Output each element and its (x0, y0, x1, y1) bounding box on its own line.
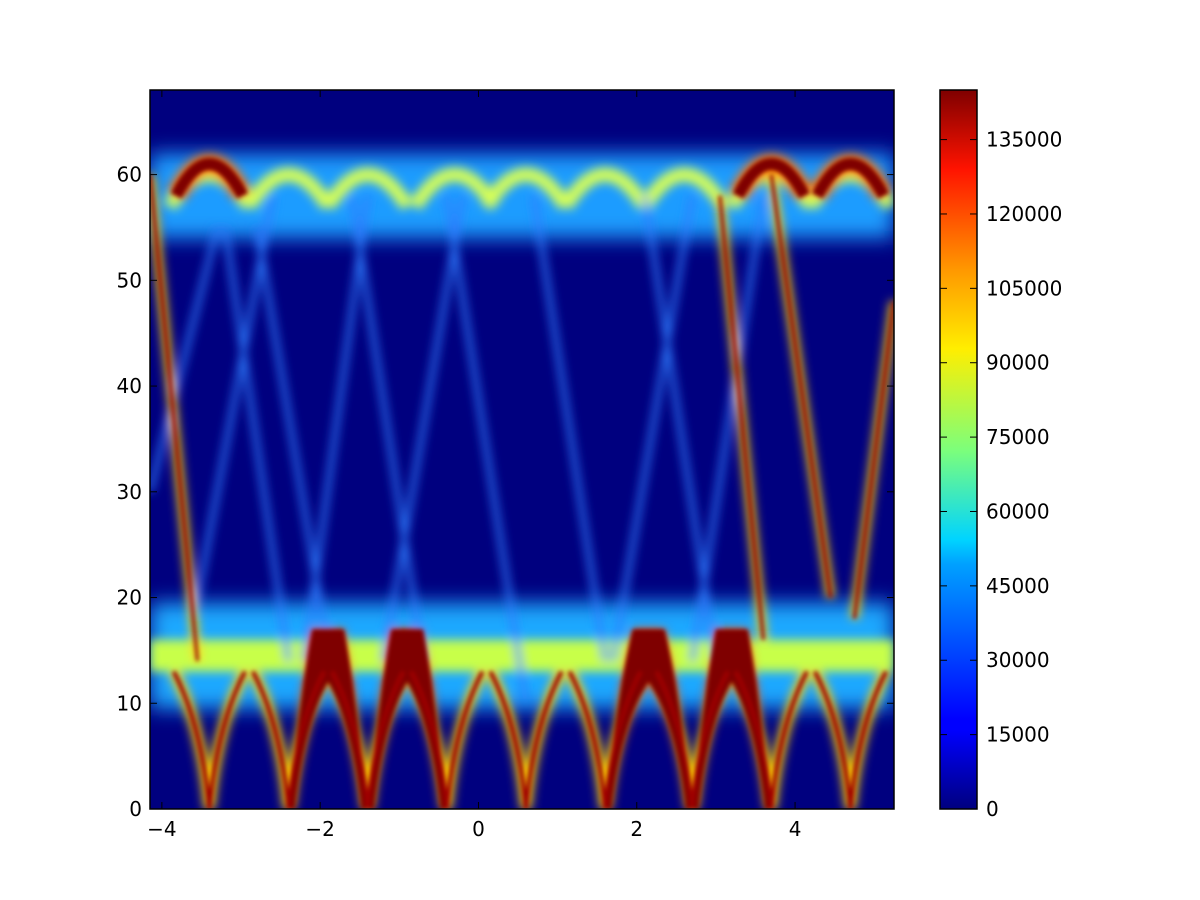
lower-band-dip-core (567, 670, 643, 809)
faint-diagonal (381, 195, 466, 662)
faint-diagonal (191, 195, 276, 620)
strong-diagonal (769, 174, 833, 598)
strong-diagonal (150, 174, 199, 662)
faint-diagonal (150, 226, 220, 493)
colorbar-tick-label: 120000 (986, 202, 1062, 226)
strong-diagonal (852, 301, 894, 619)
lower-band-dip-core (330, 670, 406, 809)
colorbar-tick-label: 135000 (986, 128, 1062, 152)
faint-diagonal (349, 195, 426, 662)
colorbar-tick-label: 30000 (986, 648, 1050, 672)
lower-band-dip-core (488, 670, 564, 809)
heatmap-core-layer (150, 158, 894, 809)
upper-hot-arch (732, 158, 810, 199)
colorbar-tick-label: 15000 (986, 723, 1050, 747)
faint-diagonal (222, 227, 291, 662)
colorbar-tick-label: 60000 (986, 499, 1050, 523)
faint-diagonal (444, 195, 529, 704)
y-tick-label: 40 (117, 374, 142, 398)
x-tick-label: 0 (472, 817, 485, 841)
colorbar-ticks: 0 15000 30000 45000 60000 75000 90000 105000 120… (940, 128, 1062, 821)
faint-diagonal (531, 195, 608, 662)
lower-band-dip-core (654, 670, 730, 809)
lower-band-dip-core (251, 670, 326, 809)
colorbar: 0 15000 30000 45000 60000 75000 90000 105000 120… (939, 89, 1062, 821)
x-tick-label: 2 (630, 817, 643, 841)
heatmap-plot (150, 90, 894, 809)
lower-band-dip-core (171, 670, 247, 809)
colorbar-tick-label: 75000 (986, 425, 1050, 449)
faint-diagonal (689, 195, 766, 662)
plot-frame (149, 89, 895, 810)
lower-hot-arch (288, 629, 447, 809)
y-tick-label: 50 (117, 268, 142, 292)
y-tick-label: 0 (129, 797, 142, 821)
x-axis: −4 −2 0 2 4 (147, 90, 801, 841)
lower-band-dip-core (813, 670, 888, 809)
colorbar-tick-label: 0 (986, 797, 999, 821)
lower-hot-arch (605, 629, 772, 809)
faint-diagonal (610, 195, 695, 662)
colorbar-gradient (939, 89, 978, 810)
x-tick-label: −2 (305, 817, 334, 841)
y-axis: 0 10 20 30 40 50 60 (117, 163, 894, 821)
lower-band-dip-core (733, 670, 809, 809)
y-tick-label: 60 (117, 163, 142, 187)
lower-band-dip-core (409, 670, 485, 809)
y-tick-label: 20 (117, 586, 142, 610)
upper-hot-arch (811, 158, 890, 199)
strong-diagonal (718, 195, 765, 640)
colorbar-tick-label: 45000 (986, 574, 1050, 598)
y-tick-label: 10 (117, 691, 142, 715)
colorbar-tick-label: 105000 (986, 276, 1062, 300)
faint-diagonal (301, 195, 371, 662)
colorbar-tick-label: 90000 (986, 351, 1050, 375)
x-tick-label: 4 (789, 817, 802, 841)
y-tick-label: 30 (117, 480, 142, 504)
x-tick-label: −4 (147, 817, 176, 841)
upper-hot-arch (170, 158, 248, 199)
